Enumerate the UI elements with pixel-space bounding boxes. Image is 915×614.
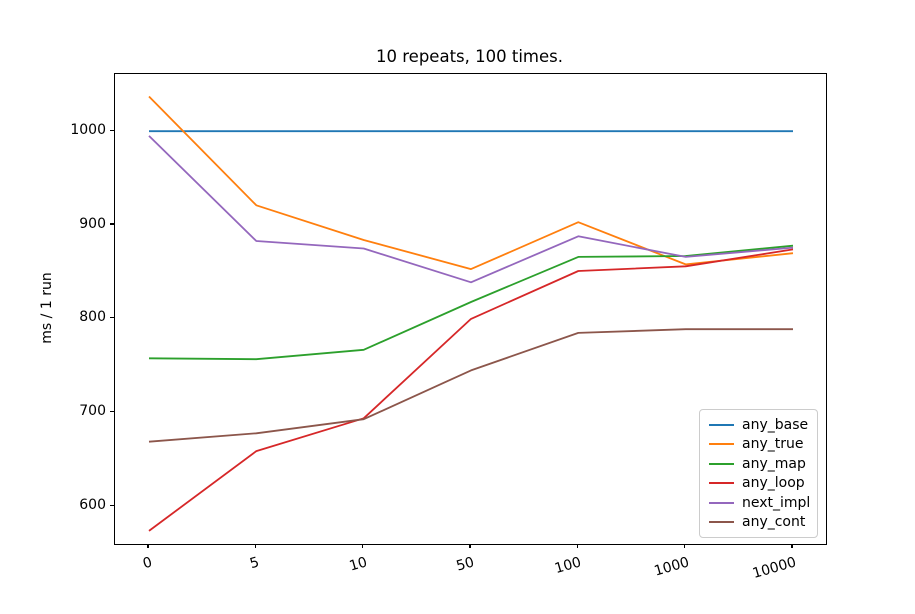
x-tick-mark (362, 544, 364, 548)
legend: any_base any_true any_map any_loop next_impl… (699, 409, 818, 538)
legend-item-any_base: any_base (709, 415, 808, 435)
legend-item-next_impl: next_impl (709, 493, 811, 513)
y-tick-mark (110, 129, 114, 131)
chart-title: 10 repeats, 100 times. (376, 47, 563, 66)
legend-label: any_map (742, 455, 806, 472)
legend-label: any_true (742, 436, 804, 453)
x-tick-label: 10 (347, 554, 369, 575)
x-tick-label: 50 (454, 554, 477, 575)
legend-line-swatch (709, 462, 734, 465)
legend-item-any_true: any_true (709, 435, 808, 455)
x-tick-mark (791, 544, 793, 548)
x-tick-label: 5 (248, 554, 262, 573)
x-tick-label: 1000 (652, 554, 691, 580)
y-tick-mark (110, 317, 114, 319)
x-tick-mark (469, 544, 471, 548)
y-tick-label: 600 (79, 496, 106, 513)
x-tick-mark (254, 544, 256, 548)
y-tick-mark (110, 504, 114, 507)
plot-area (114, 73, 827, 545)
y-tick-label: 900 (79, 215, 106, 232)
legend-item-any_loop: any_loop (709, 474, 808, 494)
series-line-any_true (148, 95, 794, 271)
legend-line-swatch (709, 482, 734, 485)
chart-canvas (148, 95, 794, 532)
series-line-any_loop (148, 248, 794, 532)
x-tick-mark (147, 544, 149, 548)
y-axis-label: ms / 1 run (39, 272, 55, 344)
legend-item-any_cont: any_cont (709, 513, 808, 533)
series-line-any_cont (148, 328, 793, 443)
y-tick-label: 1000 (70, 121, 106, 138)
series-line-next_impl (148, 135, 794, 284)
x-tick-label: 10000 (750, 554, 799, 582)
x-tick-mark (576, 544, 578, 548)
legend-label: next_impl (742, 494, 811, 511)
legend-label: any_base (742, 416, 809, 433)
x-tick-label: 100 (553, 554, 584, 578)
legend-line-swatch (709, 521, 734, 524)
y-tick-label: 800 (79, 309, 106, 326)
x-tick-label: 0 (141, 554, 155, 573)
legend-line-swatch (709, 501, 734, 504)
y-tick-label: 700 (79, 403, 106, 420)
x-tick-mark (684, 544, 686, 548)
legend-label: any_loop (742, 475, 805, 492)
legend-line-swatch (709, 443, 734, 446)
legend-label: any_cont (742, 514, 806, 531)
y-tick-mark (110, 223, 114, 225)
legend-item-any_map: any_map (709, 454, 808, 474)
y-tick-mark (110, 411, 114, 413)
legend-line-swatch (709, 423, 734, 426)
